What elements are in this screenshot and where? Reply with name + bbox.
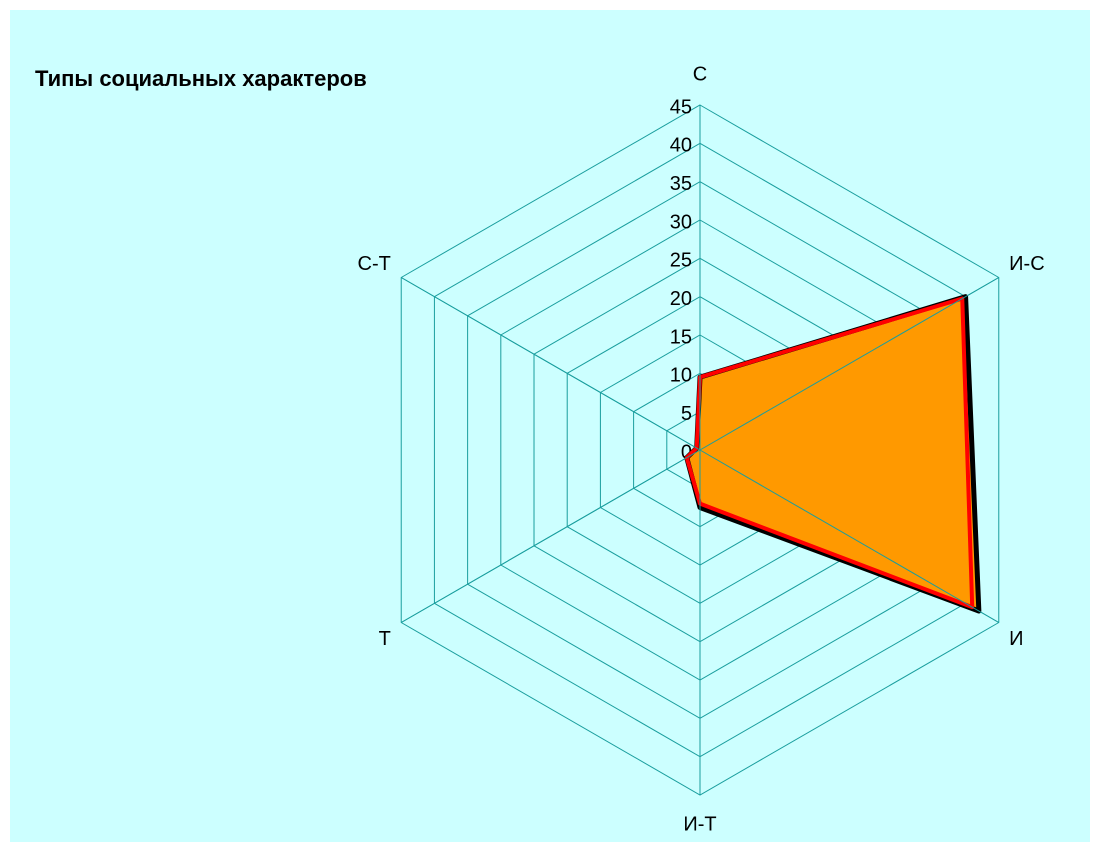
- category-label: И-С: [1009, 253, 1044, 275]
- axis-spoke-overlay: [699, 277, 1000, 451]
- axis-spoke-overlay: [400, 449, 701, 623]
- r-tick-label: 30: [670, 211, 692, 233]
- axis-spoke-overlay: [400, 277, 701, 451]
- axis-spoke-overlay: [699, 449, 1000, 623]
- r-tick-label: 25: [670, 250, 692, 272]
- r-tick-label: 45: [670, 96, 692, 118]
- r-tick-label: 35: [670, 173, 692, 195]
- r-tick-label: 15: [670, 326, 692, 348]
- r-tick-label: 20: [670, 288, 692, 310]
- r-tick-label: 10: [670, 365, 692, 387]
- category-label: И: [1009, 628, 1023, 650]
- chart-title: Типы социальных характеров: [35, 66, 367, 91]
- r-tick-label: 0: [681, 441, 692, 463]
- r-tick-label: 5: [681, 403, 692, 425]
- r-tick-label: 40: [670, 135, 692, 157]
- category-label: С: [693, 63, 707, 85]
- category-label: Т: [379, 628, 391, 650]
- category-label: С-Т: [358, 253, 391, 275]
- category-label: И-Т: [683, 813, 716, 835]
